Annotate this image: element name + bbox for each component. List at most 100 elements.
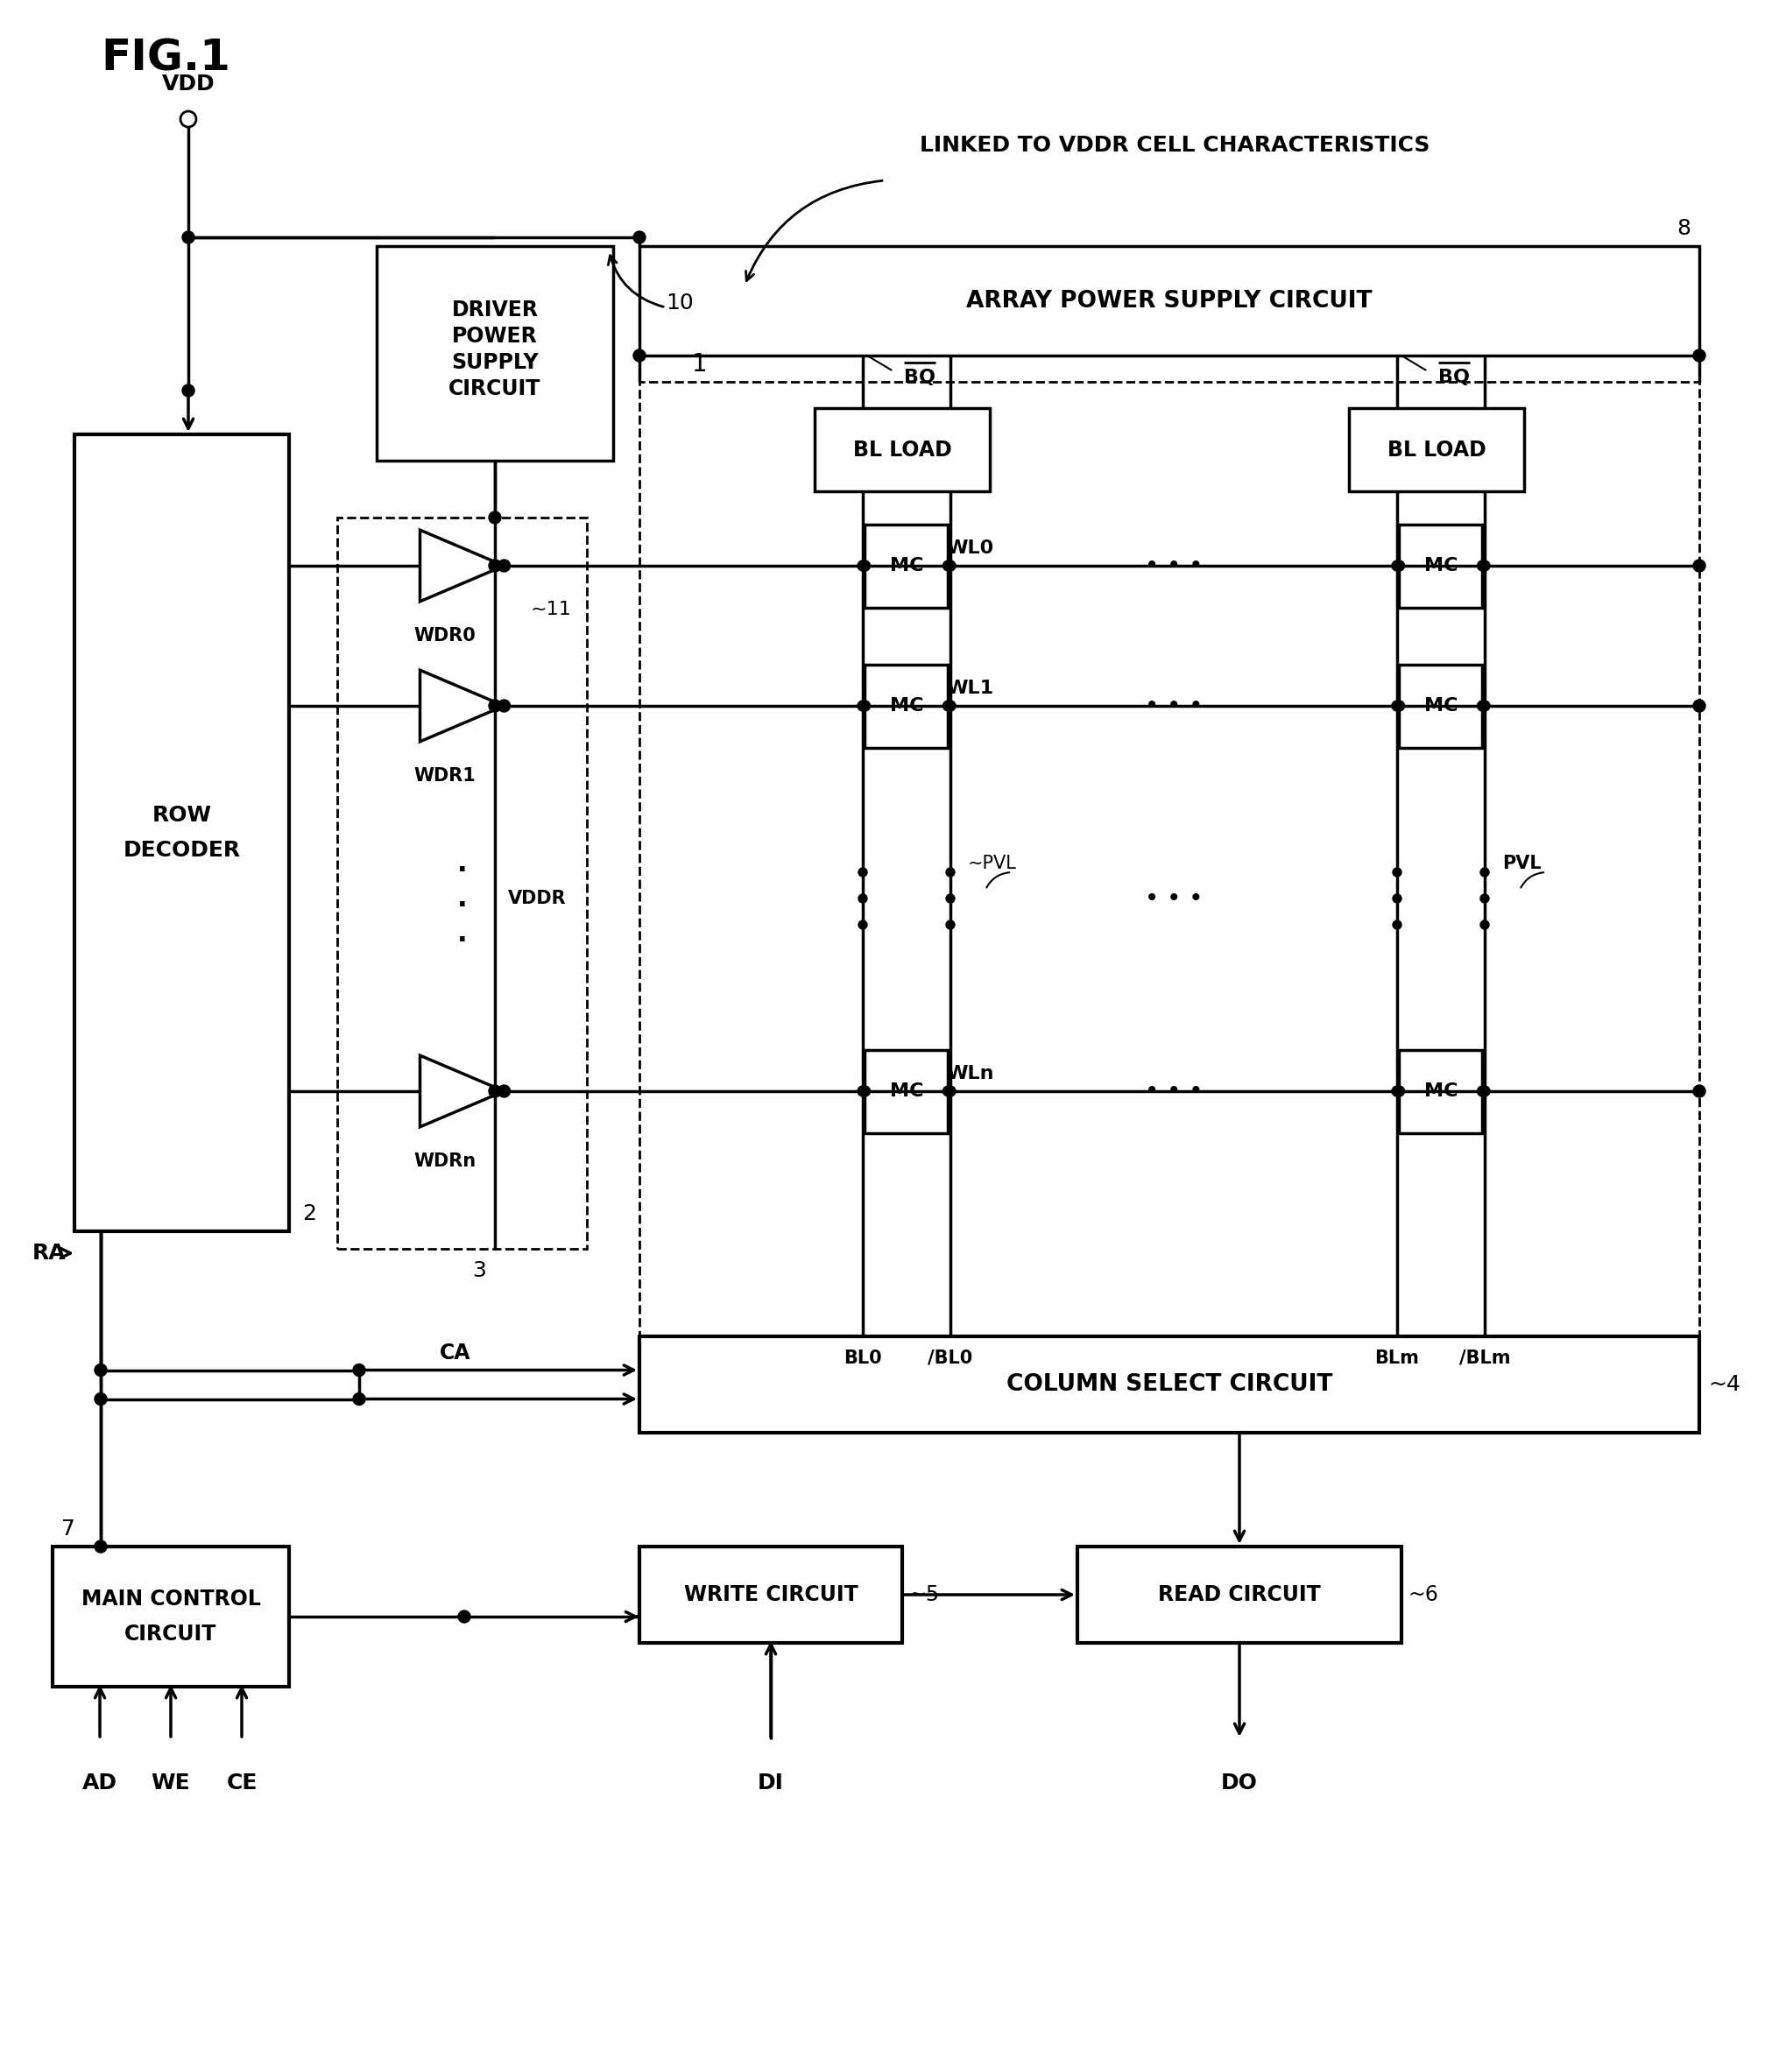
Text: BLm: BLm (1373, 1349, 1419, 1368)
Bar (865, 665, 948, 748)
Text: ~4: ~4 (1706, 1374, 1740, 1394)
Text: MC: MC (1423, 1082, 1457, 1100)
Text: .: . (457, 852, 466, 876)
Bar (865, 524, 948, 607)
Text: ~PVL: ~PVL (968, 856, 1017, 872)
Text: • • •: • • • (1145, 553, 1201, 578)
Bar (640, 1546, 902, 1643)
Circle shape (1476, 700, 1487, 711)
Circle shape (859, 559, 870, 572)
Text: 1: 1 (691, 352, 707, 377)
Text: LINKED TO VDDR CELL CHARACTERISTICS: LINKED TO VDDR CELL CHARACTERISTICS (920, 135, 1430, 155)
Circle shape (1480, 920, 1488, 928)
Text: SUPPLY: SUPPLY (452, 352, 539, 373)
Text: WDR0: WDR0 (413, 628, 475, 644)
Polygon shape (420, 530, 503, 601)
Text: MC: MC (890, 696, 923, 715)
Circle shape (946, 868, 955, 876)
Bar (74, 435, 289, 1231)
Text: 2: 2 (301, 1204, 315, 1225)
Bar (640, 381, 1698, 1336)
Bar (813, 408, 989, 491)
Circle shape (489, 512, 501, 524)
Text: • • •: • • • (1145, 1080, 1201, 1104)
Circle shape (944, 700, 955, 711)
Text: ~5: ~5 (909, 1585, 939, 1606)
Bar (1398, 1051, 1481, 1133)
Polygon shape (420, 669, 503, 742)
Text: BQ: BQ (1437, 369, 1469, 385)
Text: .: . (457, 920, 466, 947)
Circle shape (944, 559, 955, 572)
Text: POWER: POWER (452, 325, 537, 346)
Circle shape (1393, 895, 1402, 903)
Text: 7: 7 (62, 1519, 74, 1539)
Text: WRITE CIRCUIT: WRITE CIRCUIT (684, 1585, 858, 1606)
Bar (337, 518, 587, 1249)
Text: COLUMN SELECT CIRCUIT: COLUMN SELECT CIRCUIT (1006, 1374, 1333, 1397)
Circle shape (1478, 1086, 1488, 1096)
Text: CE: CE (227, 1772, 257, 1794)
Circle shape (633, 232, 645, 242)
Circle shape (353, 1363, 365, 1376)
Text: VDD: VDD (161, 75, 214, 95)
Circle shape (858, 1086, 868, 1096)
Circle shape (94, 1539, 106, 1552)
Bar (1398, 665, 1481, 748)
Text: ARRAY POWER SUPPLY CIRCUIT: ARRAY POWER SUPPLY CIRCUIT (966, 290, 1372, 313)
Text: MC: MC (1423, 557, 1457, 574)
Bar (53, 1546, 289, 1687)
Circle shape (1393, 920, 1402, 928)
Circle shape (1692, 559, 1705, 572)
Text: MAIN CONTROL: MAIN CONTROL (82, 1589, 260, 1610)
Text: • • •: • • • (1145, 694, 1201, 719)
Circle shape (489, 559, 501, 572)
Circle shape (858, 920, 867, 928)
Circle shape (1476, 559, 1487, 572)
Text: PVL: PVL (1501, 856, 1540, 872)
Text: MC: MC (1423, 696, 1457, 715)
Bar (640, 247, 1698, 356)
Text: READ CIRCUIT: READ CIRCUIT (1157, 1585, 1320, 1606)
Text: BL0: BL0 (843, 1349, 881, 1368)
Circle shape (457, 1610, 470, 1622)
Circle shape (943, 1086, 953, 1096)
Circle shape (94, 1363, 106, 1376)
Circle shape (1393, 700, 1403, 711)
Circle shape (859, 700, 870, 711)
Text: 10: 10 (664, 292, 693, 313)
Text: WDR1: WDR1 (413, 767, 475, 785)
Circle shape (1391, 1086, 1402, 1096)
Text: WL0: WL0 (946, 539, 992, 557)
Circle shape (1478, 700, 1488, 711)
Text: CIRCUIT: CIRCUIT (124, 1624, 216, 1645)
Text: MC: MC (890, 557, 923, 574)
Text: BQ: BQ (904, 369, 936, 385)
Text: 8: 8 (1676, 218, 1690, 238)
Circle shape (946, 920, 955, 928)
Circle shape (498, 559, 510, 572)
Polygon shape (420, 1055, 503, 1127)
Circle shape (1480, 895, 1488, 903)
Text: DRIVER: DRIVER (452, 298, 539, 319)
Circle shape (858, 868, 867, 876)
Circle shape (859, 1086, 870, 1096)
Circle shape (489, 1086, 501, 1098)
Circle shape (1478, 559, 1488, 572)
Text: ROW: ROW (152, 804, 211, 827)
Circle shape (633, 350, 645, 363)
Circle shape (858, 895, 867, 903)
Text: VDDR: VDDR (509, 889, 565, 908)
Text: AD: AD (82, 1772, 117, 1794)
Circle shape (1476, 1086, 1487, 1096)
Circle shape (183, 385, 195, 396)
Circle shape (489, 700, 501, 713)
Text: ~11: ~11 (530, 601, 571, 617)
Circle shape (943, 700, 953, 711)
Bar (1398, 524, 1481, 607)
Text: /BL0: /BL0 (927, 1349, 973, 1368)
Text: WE: WE (151, 1772, 190, 1794)
Text: .: . (457, 887, 466, 912)
Text: MC: MC (890, 1082, 923, 1100)
Text: /BLm: /BLm (1458, 1349, 1510, 1368)
